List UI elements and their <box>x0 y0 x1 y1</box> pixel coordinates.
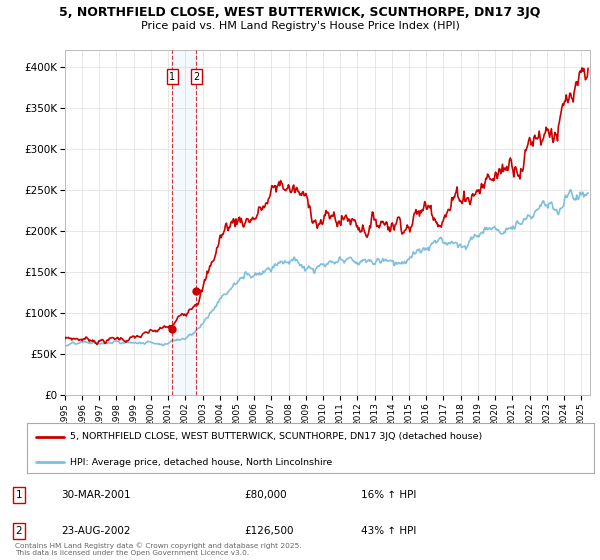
Text: £80,000: £80,000 <box>245 490 287 500</box>
Bar <box>172 50 196 395</box>
Text: 30-MAR-2001: 30-MAR-2001 <box>61 490 131 500</box>
Text: £126,500: £126,500 <box>245 526 295 536</box>
Text: 16% ↑ HPI: 16% ↑ HPI <box>361 490 416 500</box>
Text: Price paid vs. HM Land Registry's House Price Index (HPI): Price paid vs. HM Land Registry's House … <box>140 21 460 31</box>
Text: Contains HM Land Registry data © Crown copyright and database right 2025.
This d: Contains HM Land Registry data © Crown c… <box>15 542 302 556</box>
Text: 2: 2 <box>16 526 22 536</box>
Text: 1: 1 <box>16 490 22 500</box>
Text: 43% ↑ HPI: 43% ↑ HPI <box>361 526 416 536</box>
Text: 5, NORTHFIELD CLOSE, WEST BUTTERWICK, SCUNTHORPE, DN17 3JQ: 5, NORTHFIELD CLOSE, WEST BUTTERWICK, SC… <box>59 6 541 18</box>
Text: HPI: Average price, detached house, North Lincolnshire: HPI: Average price, detached house, Nort… <box>70 458 332 466</box>
Text: 2: 2 <box>193 72 200 82</box>
Text: 5, NORTHFIELD CLOSE, WEST BUTTERWICK, SCUNTHORPE, DN17 3JQ (detached house): 5, NORTHFIELD CLOSE, WEST BUTTERWICK, SC… <box>70 432 482 441</box>
Text: 1: 1 <box>169 72 175 82</box>
Text: 23-AUG-2002: 23-AUG-2002 <box>61 526 131 536</box>
